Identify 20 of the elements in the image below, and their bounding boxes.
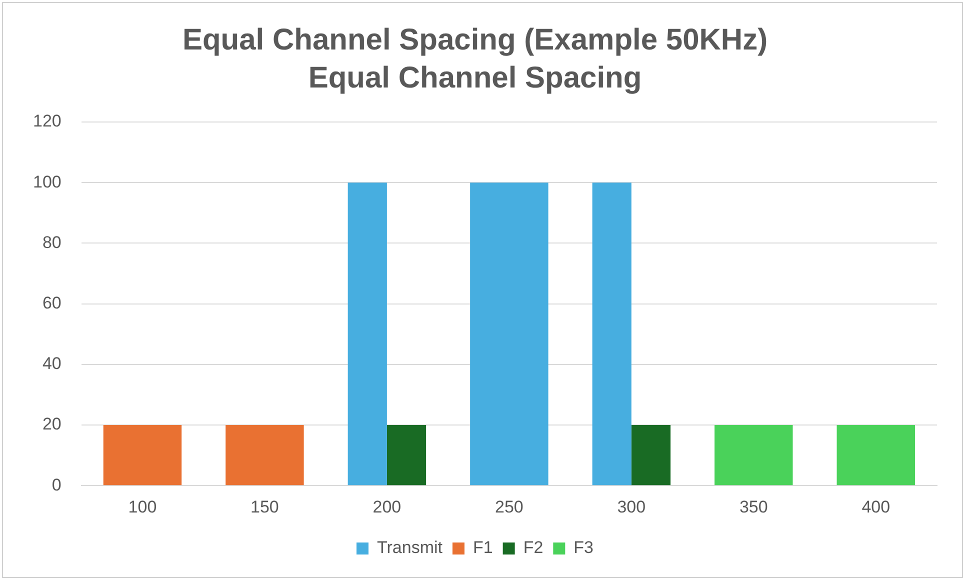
legend-label: F2 — [523, 538, 544, 558]
x-tick-label: 300 — [617, 497, 646, 516]
x-tick-label: 400 — [862, 497, 890, 516]
y-tick-label: 40 — [42, 354, 62, 374]
legend-label: Transmit — [377, 538, 443, 558]
chart-title: Equal Channel Spacing (Example 50KHz) — [182, 23, 768, 56]
x-tick-label: 350 — [739, 497, 768, 516]
x-tick-label: 200 — [372, 497, 402, 516]
legend-label: F3 — [574, 538, 594, 558]
x-tick-label: 100 — [128, 497, 157, 516]
legend-label: F1 — [472, 538, 493, 558]
x-tick-label: 150 — [250, 497, 279, 516]
x-tick-label: 250 — [494, 497, 524, 516]
chart-subtitle: Equal Channel Spacing — [308, 61, 642, 94]
y-tick-label: 60 — [42, 293, 62, 312]
y-tick-label: 120 — [32, 112, 62, 131]
y-tick-label: 0 — [52, 475, 62, 494]
y-tick-label: 100 — [32, 172, 62, 192]
y-tick-label: 20 — [42, 414, 62, 434]
y-tick-label: 80 — [42, 232, 62, 252]
